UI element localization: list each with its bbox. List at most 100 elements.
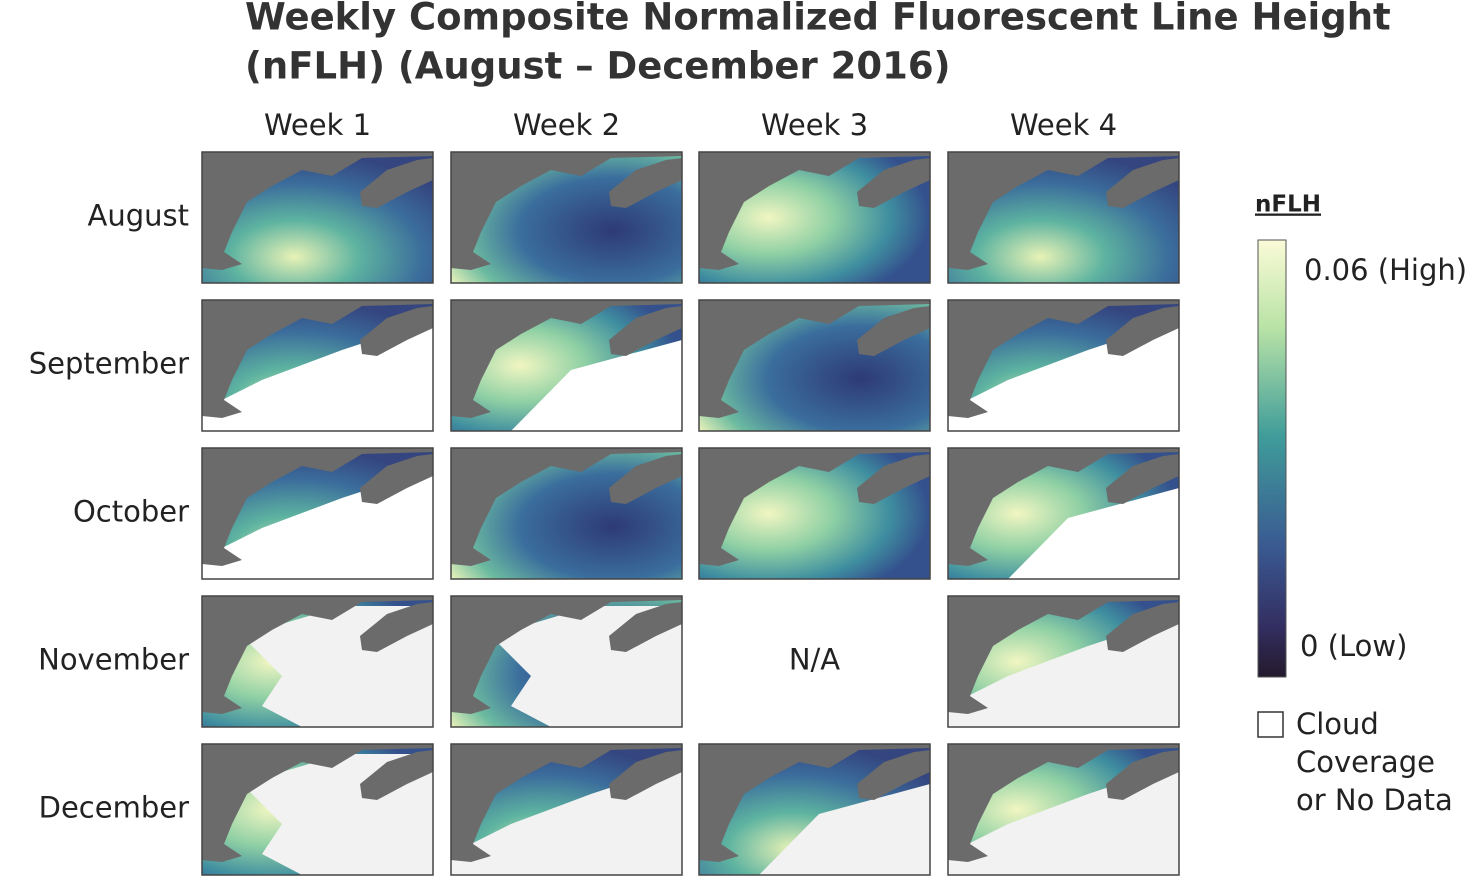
land xyxy=(699,448,930,566)
panel-frame xyxy=(201,595,434,728)
row-label: September xyxy=(29,347,189,381)
panel-frame xyxy=(201,743,434,876)
land xyxy=(202,596,433,714)
column-header: Week 3 xyxy=(761,108,868,142)
map-panel xyxy=(201,447,434,580)
panel-frame xyxy=(450,743,683,876)
land xyxy=(451,744,682,862)
title-line: Weekly Composite Normalized Fluorescent … xyxy=(245,0,1391,39)
land xyxy=(609,454,682,504)
map-panel xyxy=(698,151,931,284)
panel-frame xyxy=(698,447,931,580)
land xyxy=(360,454,433,504)
land xyxy=(451,300,682,418)
land xyxy=(202,152,433,270)
land xyxy=(360,158,433,208)
map-panel xyxy=(450,595,683,728)
legend-title: nFLH xyxy=(1255,192,1321,218)
panel-frame xyxy=(947,299,1180,432)
colorbar-high-label: 0.06 (High) xyxy=(1304,253,1467,287)
cloud-label: Cloud xyxy=(1296,707,1379,741)
panel-frame xyxy=(201,447,434,580)
land xyxy=(857,454,930,504)
land xyxy=(1106,306,1179,356)
land xyxy=(948,152,1179,270)
cloud-swatch xyxy=(1257,711,1284,738)
cloud xyxy=(759,784,930,875)
land xyxy=(1106,602,1179,652)
map-panel xyxy=(450,447,683,580)
row-label: December xyxy=(39,791,189,825)
land xyxy=(609,306,682,356)
title-line: (nFLH) (August – December 2016) xyxy=(245,45,951,88)
land xyxy=(1106,454,1179,504)
panel-frame xyxy=(450,447,683,580)
land xyxy=(699,744,930,862)
cloud xyxy=(511,340,682,431)
land xyxy=(857,306,930,356)
panel-frame xyxy=(450,299,683,432)
land xyxy=(857,750,930,800)
map-panel xyxy=(450,299,683,432)
panel-frame xyxy=(450,595,683,728)
panel-frame xyxy=(698,299,931,432)
land xyxy=(451,448,682,566)
row-label: August xyxy=(88,199,190,233)
panel-frame xyxy=(947,151,1180,284)
land xyxy=(202,300,433,418)
column-header: Week 1 xyxy=(264,108,371,142)
panel-frame xyxy=(698,151,931,284)
panel-frame xyxy=(450,151,683,284)
map-panel xyxy=(947,595,1180,728)
land xyxy=(1106,750,1179,800)
cloud-label: Coverage xyxy=(1296,745,1435,779)
land xyxy=(360,602,433,652)
land xyxy=(609,602,682,652)
map-panel xyxy=(947,447,1180,580)
panel-frame xyxy=(698,743,931,876)
land xyxy=(857,158,930,208)
map-panel xyxy=(698,299,931,432)
land xyxy=(609,158,682,208)
panel-frame xyxy=(947,743,1180,876)
cloud-label: or No Data xyxy=(1296,783,1453,817)
cloud xyxy=(1008,488,1179,579)
panel-frame xyxy=(201,151,434,284)
map-panel xyxy=(947,151,1180,284)
map-panel xyxy=(947,299,1180,432)
land xyxy=(609,750,682,800)
map-panel xyxy=(698,447,931,580)
map-panel xyxy=(201,595,434,728)
land xyxy=(1106,158,1179,208)
map-panel xyxy=(947,743,1180,876)
map-panel xyxy=(201,299,434,432)
panel-frame xyxy=(201,299,434,432)
land xyxy=(360,306,433,356)
row-label: November xyxy=(38,643,189,677)
map-panel xyxy=(450,743,683,876)
land xyxy=(948,448,1179,566)
land xyxy=(451,596,682,714)
land xyxy=(451,152,682,270)
map-panel xyxy=(450,151,683,284)
land xyxy=(202,448,433,566)
panel-frame xyxy=(947,447,1180,580)
land xyxy=(202,744,433,862)
land xyxy=(948,744,1179,862)
column-header: Week 2 xyxy=(513,108,620,142)
land xyxy=(699,152,930,270)
map-panel xyxy=(698,743,931,876)
colorbar-low-label: 0 (Low) xyxy=(1300,629,1407,663)
land xyxy=(948,300,1179,418)
land xyxy=(948,596,1179,714)
land xyxy=(360,750,433,800)
land xyxy=(699,300,930,418)
missing-cell: N/A xyxy=(789,643,840,677)
row-label: October xyxy=(73,495,189,529)
map-panel xyxy=(201,743,434,876)
colorbar xyxy=(1257,239,1287,678)
panel-frame xyxy=(947,595,1180,728)
column-header: Week 4 xyxy=(1010,108,1117,142)
